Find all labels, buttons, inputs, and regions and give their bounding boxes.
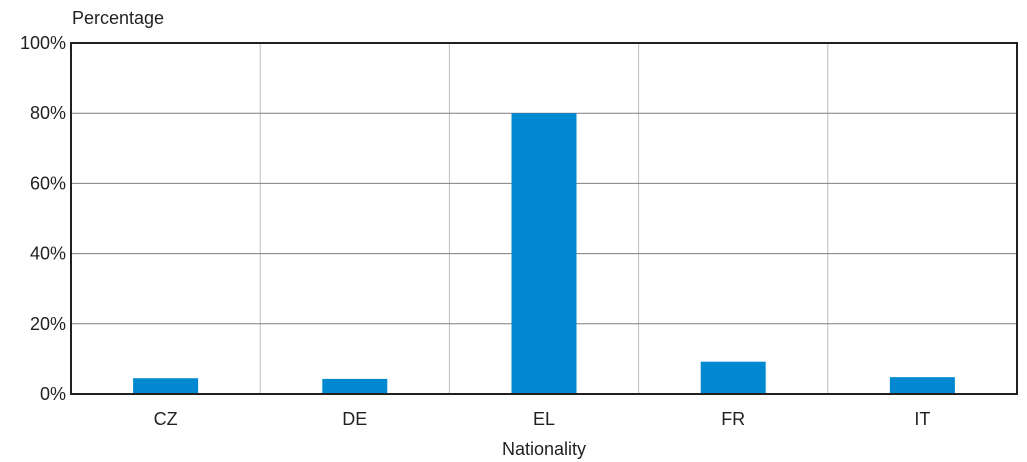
y-axis-title: Percentage xyxy=(72,8,164,28)
bar-it xyxy=(889,377,955,394)
bars xyxy=(133,113,955,394)
x-tick-labels: CZ DE EL FR IT xyxy=(154,409,931,429)
y-tick-label: 60% xyxy=(30,173,66,193)
plot-frame xyxy=(70,42,1018,395)
y-tick-label: 20% xyxy=(30,314,66,334)
y-tick-label: 0% xyxy=(40,384,66,404)
bar-de xyxy=(322,378,388,394)
y-tick-label: 40% xyxy=(30,244,66,264)
bar-cz xyxy=(133,378,199,394)
bar-fr xyxy=(700,361,766,394)
x-tick-label: EL xyxy=(533,409,555,429)
y-tick-label: 80% xyxy=(30,103,66,123)
y-tick-label: 100% xyxy=(20,33,66,53)
x-tick-label: DE xyxy=(342,409,367,429)
x-tick-label: CZ xyxy=(154,409,178,429)
x-tick-label: IT xyxy=(914,409,930,429)
x-axis-title: Nationality xyxy=(502,439,586,459)
x-tick-label: FR xyxy=(721,409,745,429)
bar-el xyxy=(511,113,577,394)
y-tick-labels: 0% 20% 40% 60% 80% 100% xyxy=(20,33,66,404)
